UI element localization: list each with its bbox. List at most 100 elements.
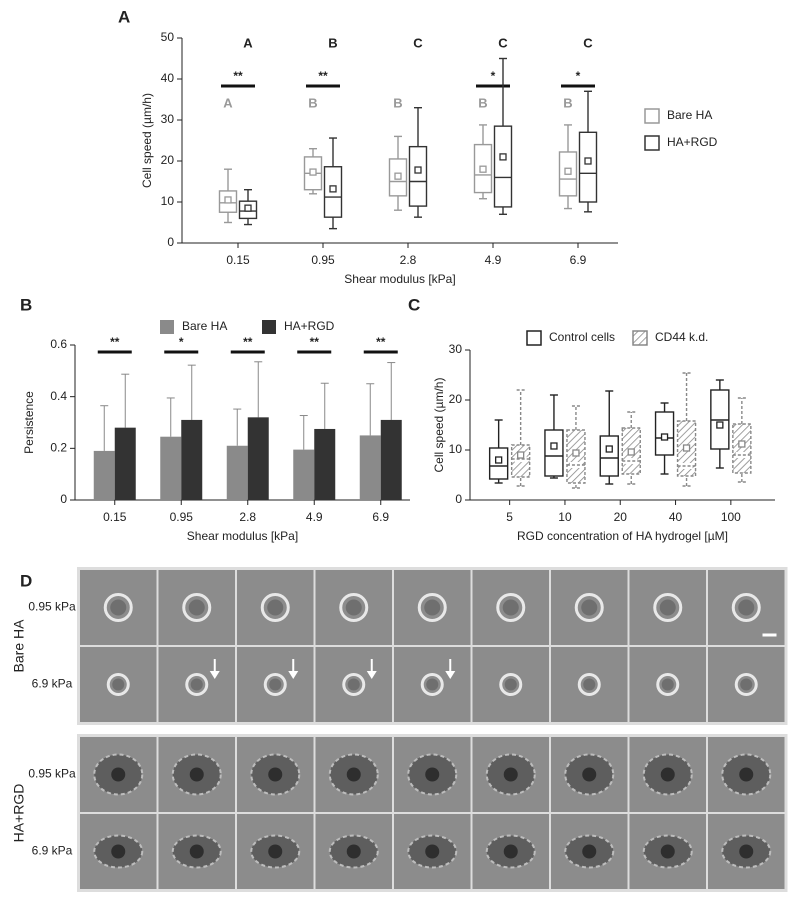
mean xyxy=(572,449,580,457)
cell-core xyxy=(112,678,125,691)
cell-core xyxy=(188,599,205,616)
bar xyxy=(380,419,402,500)
legend-swatch xyxy=(632,330,648,346)
x-axis-label: RGD concentration of HA hydrogel [µM] xyxy=(517,529,728,543)
cell-core xyxy=(504,678,517,691)
cell-halo xyxy=(260,593,290,622)
y-tick-label: 20 xyxy=(161,153,175,167)
x-tick-label: 0.15 xyxy=(103,510,127,524)
bar xyxy=(247,417,269,500)
cell-halo xyxy=(103,593,133,622)
box-inner xyxy=(680,463,693,469)
cell-core xyxy=(503,767,518,782)
legend-label: HA+RGD xyxy=(284,319,335,333)
bar xyxy=(114,427,136,500)
box xyxy=(488,447,509,480)
cell-halo xyxy=(185,673,209,696)
cell-halo xyxy=(263,673,287,696)
bar xyxy=(314,428,336,500)
box xyxy=(654,411,675,456)
box-inner xyxy=(735,452,748,458)
group-letter: B xyxy=(308,95,317,110)
group-label: HA+RGD xyxy=(11,784,27,843)
cell-halo xyxy=(734,673,758,696)
cell-core xyxy=(267,599,284,616)
cell-core xyxy=(583,678,596,691)
x-tick-label: 20 xyxy=(614,510,628,524)
cell-core xyxy=(110,599,127,616)
mean xyxy=(660,433,669,441)
y-tick-label: 10 xyxy=(161,194,175,208)
mean xyxy=(499,153,507,161)
y-tick-label: 0.6 xyxy=(50,337,67,351)
box xyxy=(578,131,598,203)
y-tick-label: 0 xyxy=(455,492,462,506)
sig-label: * xyxy=(576,69,581,83)
mean xyxy=(224,196,232,204)
cell-core xyxy=(659,599,676,616)
panel-label: C xyxy=(408,295,420,314)
cell-core xyxy=(424,599,441,616)
box xyxy=(473,143,493,194)
group-letter: B xyxy=(393,95,402,110)
cell-core xyxy=(189,767,204,782)
y-tick-label: 20 xyxy=(449,392,463,406)
arrow-head xyxy=(445,671,456,679)
mean xyxy=(716,421,724,429)
cell-core xyxy=(345,599,362,616)
cell-halo xyxy=(656,673,680,696)
sig-label: ** xyxy=(310,335,320,349)
cell-core xyxy=(739,844,754,859)
x-axis-label: Shear modulus [kPa] xyxy=(187,529,298,543)
legend-label: Bare HA xyxy=(182,319,227,333)
mean xyxy=(479,165,487,173)
sig-label: ** xyxy=(318,69,328,83)
y-axis-label: Cell speed (µm/h) xyxy=(432,378,446,473)
bar xyxy=(160,436,182,500)
y-tick-label: 50 xyxy=(161,30,175,44)
legend-label: HA+RGD xyxy=(667,135,718,149)
cell-core xyxy=(268,767,283,782)
x-tick-label: 40 xyxy=(669,510,683,524)
y-tick-label: 40 xyxy=(161,71,175,85)
x-tick-label: 10 xyxy=(558,510,572,524)
cell-core xyxy=(426,678,439,691)
group-letter: C xyxy=(498,35,508,50)
legend-swatch xyxy=(644,108,660,124)
box xyxy=(238,200,258,220)
box xyxy=(408,145,428,207)
box xyxy=(323,166,343,218)
sig-label: ** xyxy=(376,335,386,349)
sig-label: ** xyxy=(110,335,120,349)
mean xyxy=(584,157,592,165)
cell-core xyxy=(425,767,440,782)
cell-core xyxy=(503,844,518,859)
mean xyxy=(329,185,337,193)
arrow-head xyxy=(366,671,377,679)
legend-label: Control cells xyxy=(549,330,615,344)
mean xyxy=(309,168,317,176)
panel-label: B xyxy=(20,295,32,314)
sig-label: * xyxy=(179,335,184,349)
mean xyxy=(494,456,503,464)
cell-halo xyxy=(106,673,130,696)
x-tick-label: 2.8 xyxy=(400,253,417,267)
mean xyxy=(682,444,691,452)
cell-halo xyxy=(182,593,212,622)
cell-core xyxy=(269,678,282,691)
x-tick-label: 6.9 xyxy=(372,510,389,524)
x-axis-label: Shear modulus [kPa] xyxy=(344,272,455,286)
cell-core xyxy=(738,599,755,616)
cell-core xyxy=(502,599,519,616)
cell-halo xyxy=(577,673,601,696)
y-axis-label: Persistence xyxy=(22,391,36,454)
box-inner xyxy=(569,462,582,468)
row-label: 6.9 kPa xyxy=(32,677,73,691)
box xyxy=(558,151,578,197)
cell-core xyxy=(581,599,598,616)
group-letter: B xyxy=(478,95,487,110)
bar xyxy=(93,450,115,500)
y-tick-label: 0.2 xyxy=(50,441,67,455)
bar xyxy=(359,435,381,500)
